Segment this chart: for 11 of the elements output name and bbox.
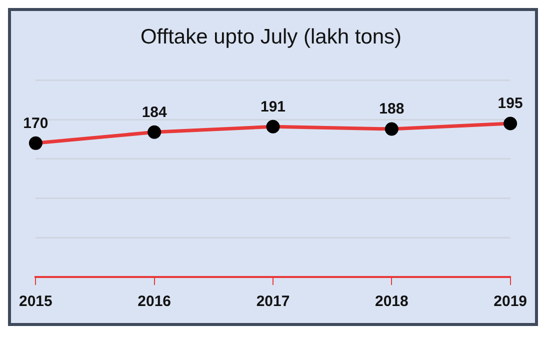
x-tick-label: 2017 xyxy=(256,293,290,310)
data-label: 188 xyxy=(379,100,404,118)
data-label: 184 xyxy=(142,104,168,121)
x-tick-label: 2016 xyxy=(138,293,172,310)
x-tick-label: 2018 xyxy=(374,293,408,310)
data-label: 195 xyxy=(498,95,523,112)
x-tick-label: 2015 xyxy=(18,293,52,310)
data-label: 191 xyxy=(260,98,286,116)
chart-title: Offtake upto July (lakh tons) xyxy=(140,25,402,48)
x-tick-label: 2019 xyxy=(494,293,528,310)
data-label: 170 xyxy=(23,114,48,132)
